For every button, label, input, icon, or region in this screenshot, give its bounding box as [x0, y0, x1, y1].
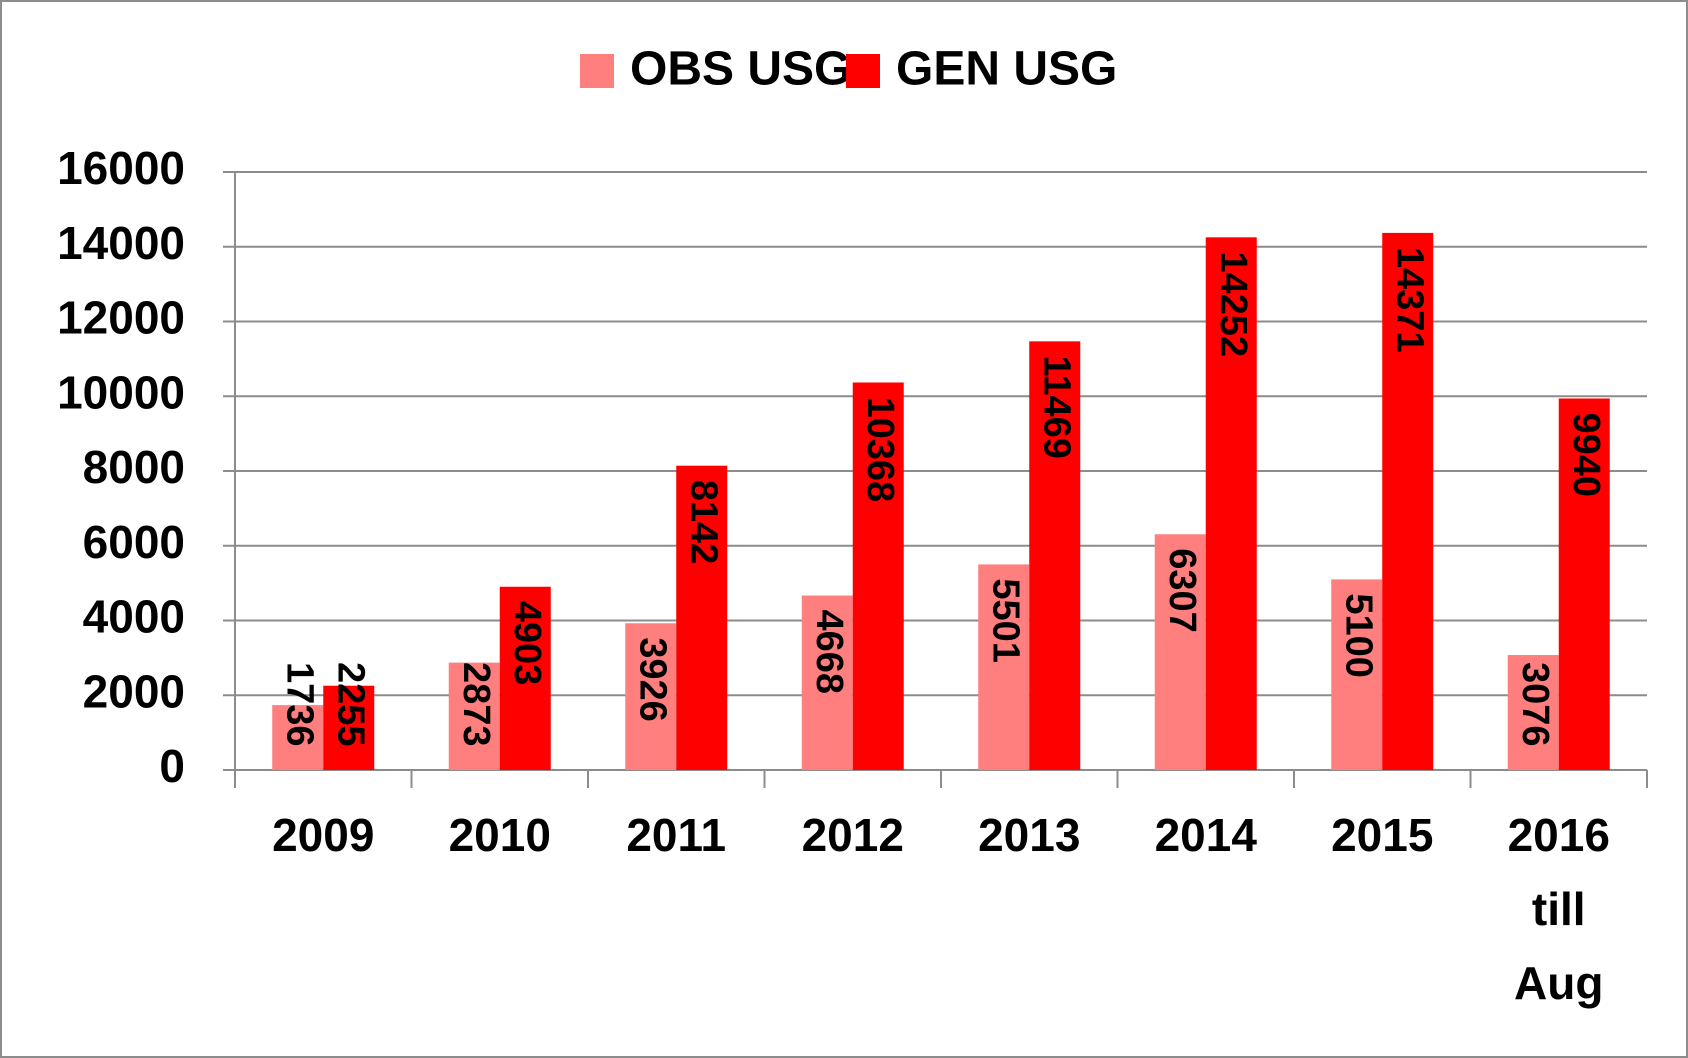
- data-label: 2873: [455, 662, 497, 747]
- bar: [448, 662, 500, 770]
- x-tick-label: 2012: [801, 809, 904, 861]
- data-label: 3076: [1514, 662, 1556, 747]
- data-label: 4903: [506, 601, 548, 686]
- data-label: 3926: [632, 637, 674, 722]
- x-tick-label: 2010: [448, 809, 551, 861]
- data-label: 5501: [985, 578, 1027, 663]
- legend-swatch: [846, 54, 880, 88]
- data-label: 10368: [859, 396, 901, 502]
- bar: [1205, 237, 1257, 771]
- data-label: 14252: [1212, 251, 1254, 357]
- bar: [1154, 534, 1206, 770]
- data-label: 8142: [683, 480, 725, 565]
- legend-label: OBS USG: [630, 43, 851, 96]
- legend-swatch: [580, 54, 614, 88]
- bar: [1331, 579, 1383, 770]
- data-label: 5100: [1338, 593, 1380, 678]
- x-tick-label: 2013: [978, 809, 1081, 861]
- data-label: 6307: [1161, 548, 1203, 633]
- y-tick-label: 12000: [57, 292, 185, 344]
- y-tick-label: 6000: [83, 516, 185, 568]
- bar: [1507, 655, 1559, 770]
- bar: [1029, 341, 1081, 770]
- legend-label: GEN USG: [896, 43, 1117, 96]
- data-label: 9940: [1565, 412, 1607, 497]
- bar: [676, 465, 728, 770]
- bar: [978, 564, 1030, 770]
- data-label: 2255: [330, 662, 372, 747]
- x-tick-label: 2016 till Aug: [1507, 809, 1610, 1009]
- bar: [272, 705, 324, 770]
- y-tick-label: 14000: [57, 217, 185, 269]
- y-tick-label: 8000: [83, 441, 185, 493]
- bar: [323, 685, 375, 770]
- y-tick-label: 10000: [57, 366, 185, 418]
- bar: [852, 382, 904, 770]
- x-tick-label: 2009: [272, 809, 375, 861]
- y-tick-label: 2000: [83, 665, 185, 717]
- y-tick-label: 16000: [57, 142, 185, 194]
- data-label: 4668: [808, 610, 850, 695]
- data-label: 11469: [1036, 355, 1078, 459]
- bar: [499, 586, 551, 770]
- data-label: 1736: [279, 662, 321, 747]
- data-label: 14371: [1389, 247, 1431, 353]
- bar: [625, 623, 677, 770]
- x-tick-label: 2014: [1154, 809, 1257, 861]
- bar: [1382, 232, 1434, 770]
- y-tick-label: 4000: [83, 591, 185, 643]
- y-tick-label: 0: [159, 740, 185, 792]
- bar: [1558, 398, 1610, 770]
- x-tick-label: 2011: [626, 809, 727, 861]
- x-tick-label: 2015: [1331, 809, 1434, 861]
- bar: [801, 595, 853, 770]
